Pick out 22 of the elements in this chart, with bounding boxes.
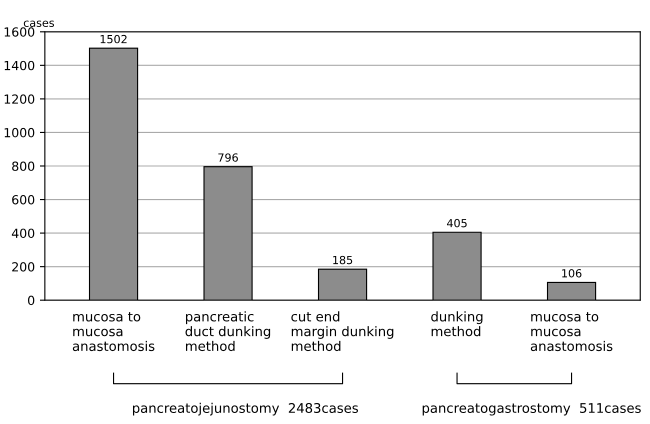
y-tick-label: 1600 bbox=[4, 27, 34, 37]
y-tick-label: 1400 bbox=[4, 60, 34, 70]
data-label: 405 bbox=[446, 218, 467, 228]
y-tick-label: 200 bbox=[12, 262, 34, 272]
x-tick-label: mucosa to mucosa anastomosis bbox=[72, 312, 154, 352]
y-tick-label: 1200 bbox=[4, 94, 34, 104]
x-tick-label: cut end margin dunking method bbox=[291, 311, 394, 352]
y-axis-title: cases bbox=[24, 20, 54, 27]
x-tick-label: dunking method bbox=[431, 311, 482, 336]
data-label: 796 bbox=[218, 153, 238, 162]
x-tick-label: pancreatic duct dunking method bbox=[186, 311, 270, 352]
text: pancreatojejunostomy 2483cases bbox=[132, 402, 358, 416]
x-tick-label: mucosa to mucosa anastomosis bbox=[530, 312, 612, 352]
y-tick-label: 400 bbox=[12, 228, 34, 238]
y-tick-label: 0 bbox=[28, 296, 34, 306]
data-label: 106 bbox=[562, 269, 582, 278]
y-tick-label: 800 bbox=[12, 161, 34, 171]
data-label: 1502 bbox=[100, 34, 127, 44]
y-tick-label: 1000 bbox=[4, 128, 34, 138]
text: pancreatogastrostomy 511cases bbox=[422, 403, 641, 416]
y-tick-label: 600 bbox=[12, 195, 34, 204]
data-label: 185 bbox=[333, 256, 352, 264]
